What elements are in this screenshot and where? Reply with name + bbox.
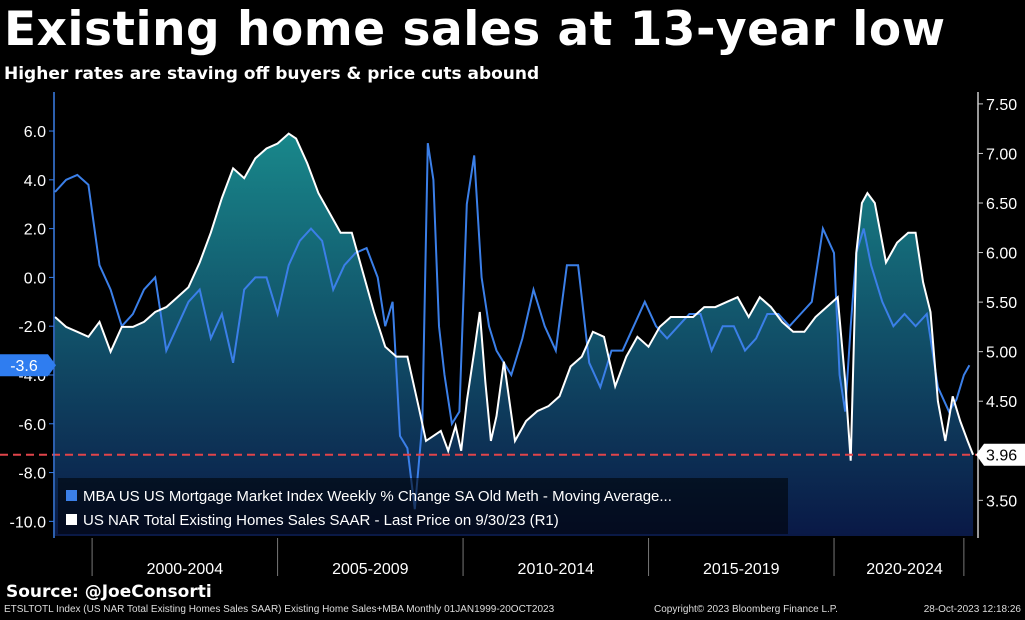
left-tick-label: 6.0 (24, 124, 46, 141)
right-tick-label: 7.00 (986, 146, 1017, 163)
left-tick-label: -2.0 (18, 319, 46, 336)
right-last-value: 3.96 (986, 448, 1017, 465)
timestamp-text: 28-Oct-2023 12:18:26 (923, 604, 1021, 615)
x-axis: 2000-2004 2005-2009 2010-2014 2015-2019 2020… (147, 561, 943, 578)
left-last-value-badge (0, 354, 56, 377)
x-tick-label: 2000-2004 (147, 561, 224, 578)
x-tick-label: 2010-2014 (518, 561, 595, 578)
last-value-badges: -3.6 3.96 (0, 354, 1025, 466)
index-description: ETSLTOTL Index (US NAR Total Existing Ho… (4, 604, 555, 615)
left-tick-label: -6.0 (18, 417, 46, 434)
page-title: Existing home sales at 13-year low (4, 2, 946, 57)
right-tick-label: 5.00 (986, 345, 1017, 362)
page-subtitle: Higher rates are staving off buyers & pr… (4, 64, 540, 84)
left-tick-label: 4.0 (24, 173, 46, 190)
left-axis: 6.04.02.00.0-2.0-4.0-6.0-8.0-10.0 (10, 92, 55, 538)
x-tick-label: 2020-2024 (866, 561, 943, 578)
right-tick-label: 6.50 (986, 196, 1017, 213)
right-tick-label: 3.50 (986, 493, 1017, 510)
right-tick-label: 5.50 (986, 295, 1017, 312)
sales-series-line (54, 132, 975, 461)
right-tick-label: 6.00 (986, 246, 1017, 263)
legend-box (58, 478, 788, 534)
right-axis: 7.507.006.506.005.505.004.504.003.50 (977, 92, 1017, 538)
right-tick-label: 7.50 (986, 97, 1017, 114)
x-tick-label: 2015-2019 (703, 561, 780, 578)
chart-area: 6.04.02.00.0-2.0-4.0-6.0-8.0-10.0 7.507.… (0, 92, 1025, 578)
left-tick-label: 2.0 (24, 222, 46, 239)
chart-legend: MBA US US Mortgage Market Index Weekly %… (58, 478, 788, 534)
left-tick-label: -8.0 (18, 466, 46, 483)
right-tick-label: 4.50 (986, 394, 1017, 411)
legend-entry: MBA US US Mortgage Market Index Weekly %… (83, 488, 672, 505)
left-tick-label: -10.0 (10, 514, 47, 531)
source-credit: Source: @JoeConsorti (6, 582, 212, 602)
legend-entry: US NAR Total Existing Homes Sales SAAR -… (83, 512, 559, 529)
right-last-value-badge (976, 443, 1025, 466)
mba-series-line (54, 143, 971, 510)
legend-swatch (66, 490, 77, 501)
legend-swatch (66, 514, 77, 525)
copyright-text: Copyright© 2023 Bloomberg Finance L.P. (654, 604, 838, 615)
left-tick-label: 0.0 (24, 270, 46, 287)
x-tick-label: 2005-2009 (332, 561, 409, 578)
left-last-value: -3.6 (10, 358, 38, 375)
sales-area-fill (55, 133, 974, 536)
x-gridlines (91, 538, 965, 576)
